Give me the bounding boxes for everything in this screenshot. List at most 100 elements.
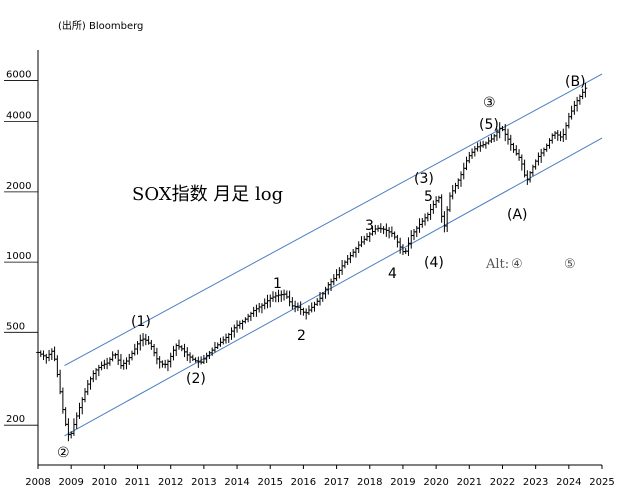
price-bar bbox=[110, 351, 115, 362]
price-bar bbox=[168, 352, 173, 368]
price-bar bbox=[121, 359, 126, 370]
price-bar bbox=[83, 388, 87, 403]
price-bar bbox=[279, 290, 284, 302]
price-bar bbox=[119, 353, 123, 369]
wave-label-4: 4 bbox=[388, 266, 397, 282]
price-bar bbox=[290, 297, 295, 310]
price-bar bbox=[337, 267, 342, 279]
wave-label-5: 5 bbox=[424, 189, 433, 205]
price-bar bbox=[517, 149, 521, 161]
price-bar bbox=[287, 290, 292, 307]
price-bar bbox=[536, 152, 541, 166]
price-bar bbox=[473, 146, 477, 157]
price-bar bbox=[124, 357, 129, 370]
price-bar bbox=[417, 218, 422, 233]
wave-label-1p: (1) bbox=[131, 314, 151, 330]
price-bar bbox=[113, 352, 118, 359]
price-bar bbox=[108, 357, 112, 366]
price-bar bbox=[575, 96, 579, 112]
wave-label-3: 3 bbox=[365, 218, 374, 234]
price-bar bbox=[539, 148, 543, 163]
price-bar bbox=[564, 122, 568, 140]
x-tick-label: 2009 bbox=[58, 477, 83, 488]
wave-label-Bp: (B) bbox=[565, 74, 586, 90]
price-bar bbox=[343, 260, 347, 269]
price-bar bbox=[572, 100, 577, 115]
wave-label-circle-2: ② bbox=[57, 445, 70, 461]
price-bar bbox=[144, 333, 148, 346]
price-bar bbox=[464, 156, 469, 171]
price-bar bbox=[91, 370, 96, 383]
price-bar bbox=[478, 141, 483, 152]
x-tick-label: 2015 bbox=[258, 477, 283, 488]
price-bar bbox=[243, 317, 248, 324]
price-bar bbox=[132, 343, 137, 356]
y-tick-label: 1000 bbox=[6, 251, 31, 262]
price-bar bbox=[326, 282, 331, 295]
price-bar bbox=[262, 298, 267, 310]
price-bar bbox=[265, 294, 270, 309]
price-bar bbox=[351, 249, 355, 258]
price-bar bbox=[72, 418, 76, 436]
x-tick-label: 2025 bbox=[589, 477, 614, 488]
price-bar bbox=[55, 355, 60, 378]
price-bar bbox=[63, 407, 68, 427]
price-bar bbox=[135, 341, 140, 355]
price-bar bbox=[569, 105, 574, 120]
price-bar bbox=[185, 347, 190, 362]
price-bar bbox=[77, 402, 82, 419]
x-tick-label: 2011 bbox=[125, 477, 150, 488]
price-bar bbox=[439, 194, 444, 223]
y-tick-label: 500 bbox=[6, 321, 25, 332]
price-bar bbox=[312, 301, 317, 312]
wave-label-Ap: (A) bbox=[507, 207, 528, 223]
price-bar bbox=[238, 320, 242, 329]
price-bar bbox=[50, 348, 54, 361]
price-bar bbox=[379, 223, 383, 233]
price-bar bbox=[547, 138, 552, 149]
price-bar bbox=[511, 142, 516, 153]
price-bar bbox=[442, 211, 447, 233]
wave-label-1: 1 bbox=[273, 276, 282, 292]
price-bar bbox=[542, 147, 546, 157]
price-bar bbox=[44, 353, 49, 364]
price-bar bbox=[268, 294, 273, 308]
price-bar bbox=[345, 255, 350, 266]
wave-label-4p: (4) bbox=[424, 255, 444, 271]
price-bar bbox=[130, 350, 134, 361]
wave-label-5p: (5) bbox=[479, 117, 499, 133]
price-bar bbox=[520, 154, 524, 171]
x-tick-label: 2010 bbox=[92, 477, 117, 488]
price-bar bbox=[508, 134, 513, 151]
price-bar bbox=[453, 182, 458, 194]
price-bar bbox=[127, 353, 132, 365]
price-bar bbox=[229, 327, 234, 340]
price-bar bbox=[171, 345, 176, 361]
x-tick-label: 2023 bbox=[523, 477, 548, 488]
trend-channel bbox=[64, 73, 603, 437]
wave-label-2p: (2) bbox=[186, 371, 206, 387]
alt-label: Alt: bbox=[485, 257, 509, 272]
wave-label-circle-3: ③ bbox=[483, 95, 496, 111]
price-bar bbox=[580, 88, 585, 100]
price-bar bbox=[224, 333, 228, 344]
price-bar bbox=[467, 151, 472, 164]
price-bar bbox=[448, 192, 452, 212]
price-bar bbox=[428, 203, 433, 220]
x-tick-label: 2018 bbox=[357, 477, 382, 488]
price-bar bbox=[434, 196, 438, 209]
price-bar bbox=[506, 128, 510, 145]
price-bar bbox=[260, 303, 264, 314]
wave-label-3p: (3) bbox=[414, 171, 434, 187]
price-bar bbox=[348, 252, 353, 264]
price-bar bbox=[298, 301, 303, 315]
price-bar bbox=[304, 308, 308, 320]
price-bar bbox=[155, 347, 159, 365]
x-tick-label: 2013 bbox=[191, 477, 216, 488]
price-bar bbox=[583, 82, 588, 98]
wave-label-2: 2 bbox=[297, 328, 306, 344]
price-bar bbox=[273, 291, 278, 303]
x-tick-label: 2020 bbox=[423, 477, 448, 488]
price-bar bbox=[558, 131, 563, 142]
price-bar bbox=[188, 352, 192, 364]
